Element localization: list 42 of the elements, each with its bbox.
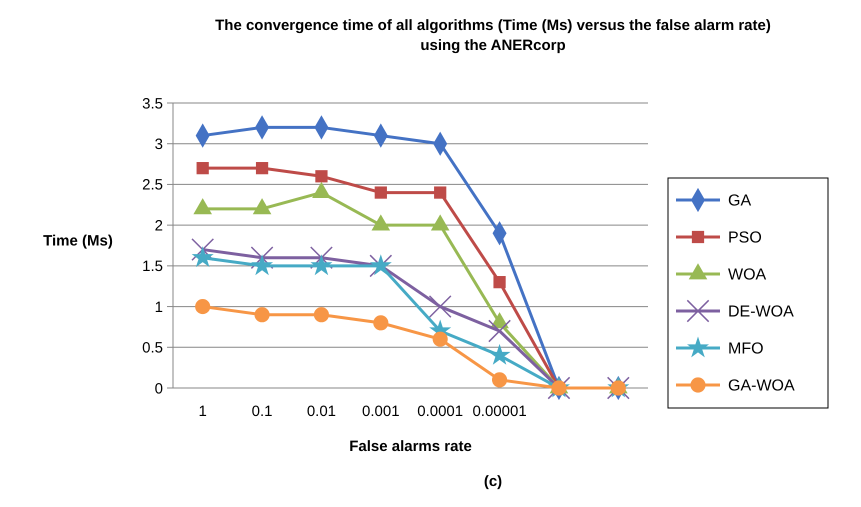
y-tick-label: 0 [154,380,163,398]
x-axis-title: False alarms rate [349,438,472,455]
point [373,315,388,330]
y-tick-label: 2.5 [142,176,163,194]
point [192,246,214,268]
point [251,254,274,276]
y-axis-title: Time (Ms) [43,232,113,250]
point [256,162,268,174]
legend-label: DE-WOA [728,304,794,321]
legend-label: GA [728,192,752,210]
y-tick-label: 0.5 [142,340,163,357]
point [434,186,446,199]
x-tick-label: 0.0001 [417,403,464,420]
point [428,295,452,318]
point [432,332,448,347]
x-tick-label: 1 [198,403,207,420]
legend-label: PSO [728,230,762,247]
y-tick-label: 1.5 [142,258,163,276]
point [488,344,511,365]
y-tick-label: 3.5 [142,95,163,112]
chart-title: The convergence time of all algorithms (Time (Ms) versus the false alarm rate) using the ANERcorp [215,17,771,54]
point [310,254,332,276]
point [314,307,330,322]
point [195,299,210,314]
point [492,372,508,388]
legend-label: WOA [728,266,767,284]
point [254,307,270,322]
point [374,186,387,199]
y-tick-label: 3 [154,136,163,153]
legend-label: MFO [728,340,764,358]
x-tick-label: 0.001 [362,403,400,420]
point [493,276,506,288]
point [196,162,209,174]
x-tick-label: 0.1 [252,403,272,420]
x-tick-label: 0.01 [306,403,336,420]
y-tick-label: 2 [154,217,163,234]
legend-label: GA-WOA [728,378,795,395]
point [488,320,511,342]
text: (c) [484,473,502,490]
x-tick-label: 0.00001 [472,403,527,420]
point [315,170,328,182]
y-tick-label: 1 [154,298,163,316]
